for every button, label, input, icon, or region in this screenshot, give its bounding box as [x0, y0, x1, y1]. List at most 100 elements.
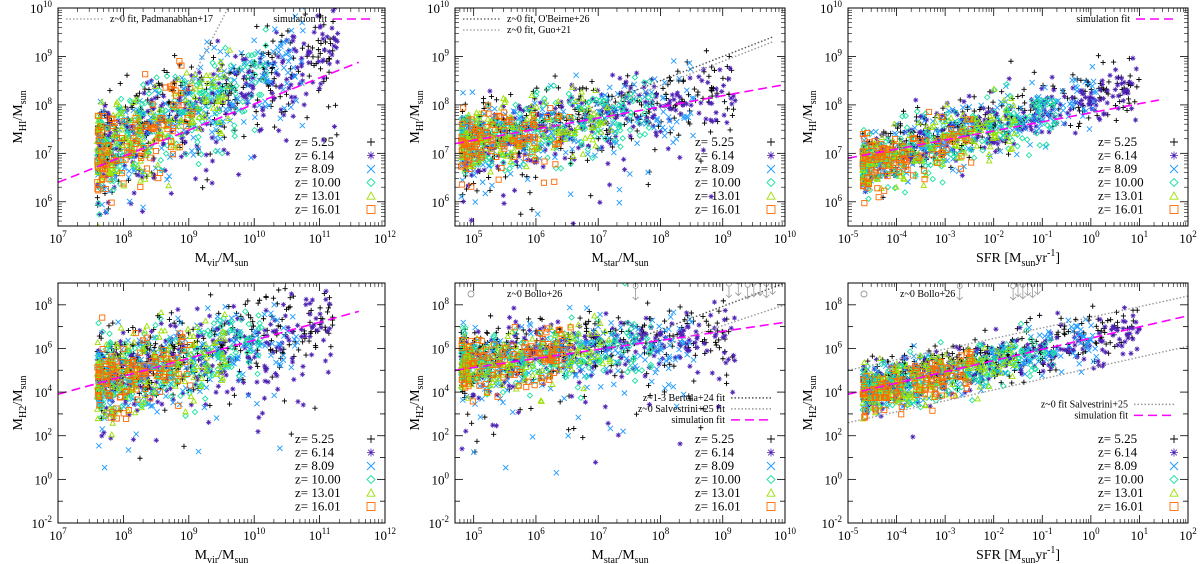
x-axis-label: SFR [Msunyr-1] — [976, 545, 1060, 564]
x-tick-label: 109 — [180, 229, 198, 246]
redshift-label: z= 6.14 — [695, 445, 735, 460]
x-tick-label: 107 — [589, 229, 607, 246]
redshift-label: z= 13.01 — [695, 485, 741, 500]
y-tick-label: 107 — [432, 144, 450, 161]
data-points — [859, 53, 1142, 207]
y-tick-label: 108 — [825, 96, 843, 113]
plot-area — [58, 283, 360, 471]
x-tick-label: 101 — [1131, 229, 1149, 246]
plot-area — [848, 53, 1160, 207]
x-tick-label: 10-1 — [1032, 526, 1053, 543]
x-tick-label: 109 — [180, 526, 198, 543]
redshift-label: z= 16.01 — [1098, 499, 1144, 514]
panel-h2-mvir: 107 108 109 1010 1011 101210-2100102104106108… — [11, 282, 396, 564]
x-tick-label: 1012 — [374, 229, 396, 246]
x-tick-label: 10-4 — [886, 526, 907, 543]
redshift-label: z= 5.25 — [695, 134, 734, 149]
y-tick-label: 102 — [35, 427, 53, 444]
x-tick-label: 102 — [1179, 229, 1197, 246]
legend-symbol — [860, 290, 868, 298]
y-tick-label: 106 — [825, 193, 843, 210]
x-tick-label: 1011 — [309, 229, 331, 246]
y-tick-label: 106 — [432, 339, 450, 356]
legend-label: z~0 Bollo+26 — [900, 289, 955, 300]
legend-label: simulation fit — [671, 415, 725, 426]
y-axis-label: MH2/Msun — [11, 376, 29, 431]
redshift-label: z= 13.01 — [1098, 188, 1144, 203]
x-tick-label: 100 — [1082, 526, 1100, 543]
panel-hi-sfr: 10-5 10-4 10-3 10-2 10-1 100 101 102 106 107 108 10… — [801, 0, 1197, 269]
x-tick-label: 1010 — [774, 526, 797, 543]
fit-line-2 — [535, 41, 773, 135]
redshift-label: z= 16.01 — [695, 499, 741, 514]
plot-frame — [57, 7, 386, 227]
x-tick-label: 10-4 — [886, 229, 907, 246]
panel-hi-mstar: 105 106 107 108 109 1010 106 107 108 109 1010 Mstar… — [408, 0, 797, 269]
y-tick-label: 107 — [825, 144, 843, 161]
plot-frame — [454, 7, 786, 227]
y-axis-label: MH2/Msun — [801, 376, 819, 431]
redshift-label: z= 5.25 — [295, 134, 334, 149]
y-tick-label: 108 — [35, 96, 53, 113]
x-tick-label: 10-2 — [983, 526, 1004, 543]
x-tick-label: 109 — [714, 526, 732, 543]
redshift-label: z= 16.01 — [1098, 202, 1144, 217]
x-tick-label: 108 — [652, 229, 670, 246]
y-tick-label: 100 — [35, 470, 53, 487]
axis-ticks — [847, 7, 1189, 226]
redshift-label: z= 10.00 — [1098, 472, 1144, 487]
legend-label: simulation fit — [1074, 410, 1128, 421]
legend-label: z~1-3 Bertola+24 fit — [643, 393, 725, 404]
panel-h2-mstar: 105 106 107 108 109 101010-2100102104106108Ms… — [408, 282, 797, 564]
plot-frame — [847, 282, 1189, 524]
fit-line-1 — [175, 8, 229, 111]
y-tick-label: 108 — [432, 96, 450, 113]
legend-top: z~0 fit, Padmanabhan+17 simulation fit — [66, 14, 373, 25]
x-tick-label: 1010 — [243, 229, 266, 246]
y-tick-label: 106 — [432, 193, 450, 210]
legend-top: z~0 fit, O'Beirne+26z~0 fit, Guo+21 — [463, 14, 590, 36]
x-tick-label: 10-5 — [838, 526, 859, 543]
redshift-legend: z= 5.25z= 6.14z= 8.09z= 10.00z= 13.01z= … — [695, 134, 776, 217]
x-axis-label: Mvir/Msun — [195, 251, 249, 269]
y-tick-label: 108 — [825, 296, 843, 313]
plot-area — [455, 36, 785, 226]
redshift-label: z= 16.01 — [295, 202, 341, 217]
data-points — [93, 283, 336, 471]
redshift-label: z= 8.09 — [695, 458, 734, 473]
redshift-label: z= 5.25 — [695, 431, 734, 446]
x-tick-label: 105 — [465, 229, 483, 246]
panel-hi-mvir: 107 108 109 1010 1011 1012 106 107 108 109 1010 Mvi… — [11, 0, 396, 269]
tick-labels: 105 106 107 108 109 1010 10-2 100 102 104 106 108 — [429, 296, 797, 543]
redshift-label: z= 6.14 — [1098, 445, 1138, 460]
upper-limit-arrows — [956, 283, 1041, 301]
x-tick-label: 10-3 — [935, 526, 956, 543]
y-tick-label: 100 — [825, 470, 843, 487]
y-tick-label: 107 — [35, 144, 53, 161]
y-tick-label: 104 — [35, 383, 53, 400]
y-tick-label: 1010 — [30, 0, 53, 16]
x-tick-label: 106 — [527, 526, 545, 543]
data-points — [457, 48, 738, 226]
x-tick-label: 101 — [1131, 526, 1149, 543]
fit-line-0 — [848, 99, 1160, 159]
y-tick-label: 106 — [35, 339, 53, 356]
y-tick-label: 102 — [432, 427, 450, 444]
x-tick-label: 10-5 — [838, 229, 859, 246]
redshift-label: z= 16.01 — [695, 202, 741, 217]
y-tick-label: 10-2 — [429, 514, 450, 531]
redshift-label: z= 6.14 — [295, 445, 335, 460]
y-tick-label: 109 — [432, 47, 450, 64]
redshift-legend: z= 5.25z= 6.14z= 8.09z= 10.00z= 13.01z= … — [295, 431, 376, 514]
redshift-label: z= 10.00 — [695, 175, 741, 190]
y-tick-label: 108 — [432, 296, 450, 313]
fit-line-0 — [58, 61, 360, 184]
redshift-label: z= 6.14 — [1098, 148, 1138, 163]
redshift-label: z= 13.01 — [695, 188, 741, 203]
axis-ticks — [57, 282, 386, 524]
x-tick-label: 107 — [49, 229, 67, 246]
axis-ticks — [455, 282, 786, 524]
redshift-label: z= 13.01 — [295, 188, 341, 203]
y-tick-label: 104 — [432, 383, 450, 400]
